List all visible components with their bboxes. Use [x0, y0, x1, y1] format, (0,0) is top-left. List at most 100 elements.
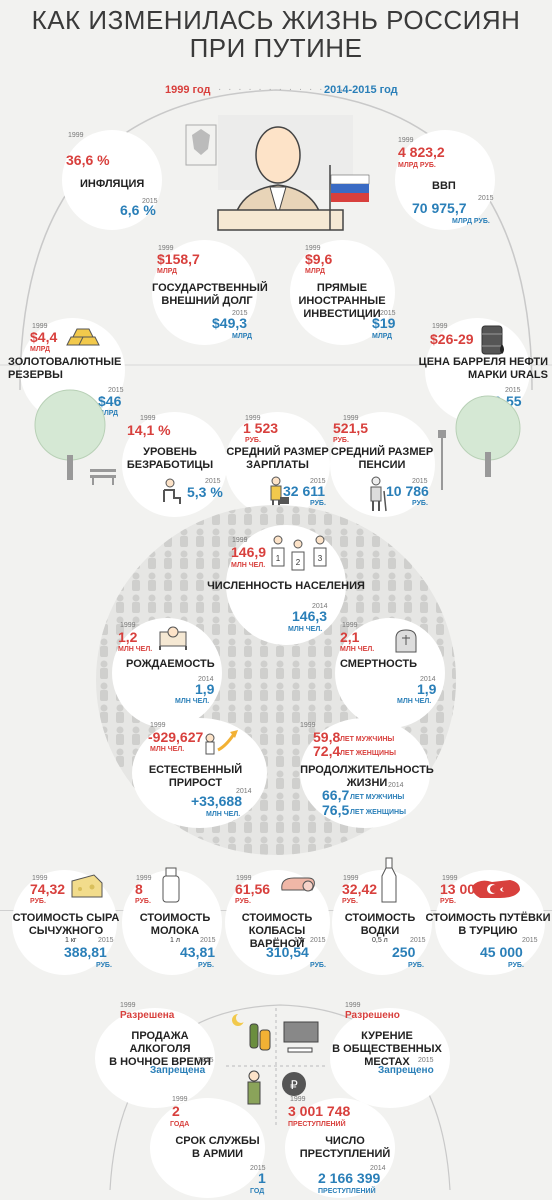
natural-year-2: 2014: [236, 788, 252, 795]
cheese-label-1: СТОИМОСТЬ СЫРА: [12, 912, 120, 924]
life-women-1: 72,4: [313, 743, 341, 759]
cheese-label: СТОИМОСТЬ СЫРА СЫЧУЖНОГО: [6, 912, 126, 938]
natural-year-1: 1999: [150, 722, 166, 729]
vodka-bottle-icon: [381, 857, 397, 903]
crimes-value-1: 3 001 748: [288, 1103, 351, 1119]
births-unit-2: МЛН ЧЕЛ.: [175, 698, 210, 705]
deaths-label: СМЕРТНОСТЬ: [340, 658, 418, 670]
fdi-value-1: $9,6: [305, 251, 333, 267]
salary-label: СРЕДНИЙ РАЗМЕР ЗАРПЛАТЫ: [215, 446, 340, 472]
deaths-value-2: 1,9: [417, 681, 437, 697]
podium-rank-1: 1: [276, 554, 281, 563]
inflation-circle: [62, 130, 162, 230]
oil-barrel-icon: [481, 325, 504, 355]
births-year-1: 1999: [120, 622, 136, 629]
gdp-circle: [395, 130, 495, 230]
cheese-label-2: СЫЧУЖНОГО: [28, 925, 104, 937]
vodka-value-2: 250: [392, 944, 416, 960]
trip-unit-1: РУБ.: [440, 898, 456, 905]
trip-label: СТОИМОСТЬ ПУТЁВКИ В ТУРЦИЮ: [425, 912, 551, 938]
fdi-year-2: 2015: [380, 310, 396, 317]
cheese-unit-2: РУБ.: [96, 962, 112, 969]
salary-unit-2: РУБ.: [310, 500, 326, 507]
crimes-label: ЧИСЛО ПРЕСТУПЛЕНИЙ: [290, 1135, 400, 1161]
smoking-value-2: Запрещено: [378, 1065, 434, 1076]
cheese-value-1: 74,32: [30, 881, 66, 897]
lamppost-icon: [438, 430, 446, 490]
oil-year-2: 2015: [505, 387, 521, 394]
crimes-label-2: ПРЕСТУПЛЕНИЙ: [299, 1148, 391, 1160]
pension-year-1: 1999: [343, 415, 359, 422]
fdi-unit-1: МЛРД: [305, 268, 325, 275]
smoking-label-2: В ОБЩЕСТВЕННЫХ МЕСТАХ: [332, 1043, 442, 1068]
pension-unit-1: РУБ.: [333, 437, 349, 444]
cheese-value-2: 388,81: [64, 944, 107, 960]
vodka-label: СТОИМОСТЬ ВОДКИ: [335, 912, 425, 938]
salary-value-2: 32 611: [283, 483, 326, 499]
trip-value-2: 45 000: [480, 944, 523, 960]
crimes-year-1: 1999: [290, 1096, 306, 1103]
alcohol-year-2: 2015: [198, 1057, 214, 1064]
life-men-unit-1: ЛЕТ МУЖЧИНЫ: [340, 736, 395, 743]
turkey-flag-map-icon: [472, 880, 520, 898]
debt-label-2: ВНЕШНИЙ ДОЛГ: [161, 295, 253, 307]
deaths-circle: [335, 618, 445, 728]
smoking-label: КУРЕНИЕ В ОБЩЕСТВЕННЫХ МЕСТАХ: [312, 1030, 462, 1069]
fdi-label-1: ПРЯМЫЕ ИНОСТРАННЫЕ: [298, 282, 386, 307]
population-value-2: 146,3: [292, 608, 328, 624]
debt-label-1: ГОСУДАРСТВЕННЫЙ: [152, 282, 268, 294]
debt-value-1: $158,7: [157, 251, 200, 267]
salary-value-1: 1 523: [243, 420, 279, 436]
fdi-unit-2: МЛРД: [372, 333, 392, 340]
debt-unit-1: МЛРД: [157, 268, 177, 275]
army-value-2: 1: [258, 1170, 266, 1186]
sausage-unit-1: РУБ.: [235, 898, 251, 905]
milk-year-1: 1999: [136, 875, 152, 882]
army-label-2: В АРМИИ: [191, 1148, 244, 1160]
milk-value-2: 43,81: [180, 944, 216, 960]
podium-rank-3: 3: [318, 554, 323, 563]
alcohol-value-2: Запрещена: [150, 1065, 206, 1076]
sausage-year-2: 2015: [310, 937, 326, 944]
crimes-value-2: 2 166 399: [318, 1170, 381, 1186]
cheese-year-2: 2015: [98, 937, 114, 944]
reserves-value-1: $4,4: [30, 329, 58, 345]
oil-label-1: ЦЕНА БАРРЕЛЯ НЕФТИ: [418, 356, 548, 368]
oil-label-2: МАРКИ URALS: [467, 369, 548, 381]
reserves-unit-1: МЛРД: [30, 346, 50, 353]
salary-unit-1: РУБ.: [245, 437, 261, 444]
life-women-2: 76,5: [322, 802, 350, 818]
trip-unit-2: РУБ.: [508, 962, 524, 969]
army-year-1: 1999: [172, 1096, 188, 1103]
inflation-label: ИНФЛЯЦИЯ: [80, 178, 145, 190]
vodka-year-2: 2015: [410, 937, 426, 944]
deaths-year-2: 2014: [420, 676, 436, 683]
inflation-year-1: 1999: [68, 132, 84, 139]
vodka-year-1: 1999: [343, 875, 359, 882]
oil-label: ЦЕНА БАРРЕЛЯ НЕФТИ МАРКИ URALS: [408, 356, 548, 382]
gdp-value-2: 70 975,7: [412, 200, 467, 216]
life-expectancy-circle: [300, 718, 430, 828]
natural-unit-1: МЛН ЧЕЛ.: [150, 746, 185, 753]
cheese-year-1: 1999: [32, 875, 48, 882]
debt-year-2: 2015: [232, 310, 248, 317]
fdi-circle: [290, 240, 395, 345]
tree-left-icon: [34, 389, 106, 480]
milk-label-1: СТОИМОСТЬ: [139, 912, 211, 924]
gdp-unit-1: МЛРД РУБ.: [398, 162, 436, 169]
alcohol-label-1: ПРОДАЖА АЛКОГОЛЯ: [129, 1030, 191, 1055]
crimes-year-2: 2014: [370, 1165, 386, 1172]
milk-bottle-icon: [162, 867, 180, 903]
vodka-label-2: ВОДКИ: [360, 925, 400, 937]
sausage-value-2: 310,54: [266, 944, 309, 960]
milk-year-2: 2015: [200, 937, 216, 944]
milk-label: СТОИМОСТЬ МОЛОКА: [130, 912, 220, 938]
reserves-year-1: 1999: [32, 323, 48, 330]
population-value-1: 146,9: [231, 544, 267, 560]
unemployment-value-1: 14,1 %: [127, 422, 171, 438]
rules-center-icon: ₽: [226, 1008, 326, 1126]
smoking-label-1: КУРЕНИЕ: [361, 1030, 413, 1042]
births-label: РОЖДАЕМОСТЬ: [126, 658, 215, 670]
vodka-qty: 0,5 л: [372, 937, 388, 944]
